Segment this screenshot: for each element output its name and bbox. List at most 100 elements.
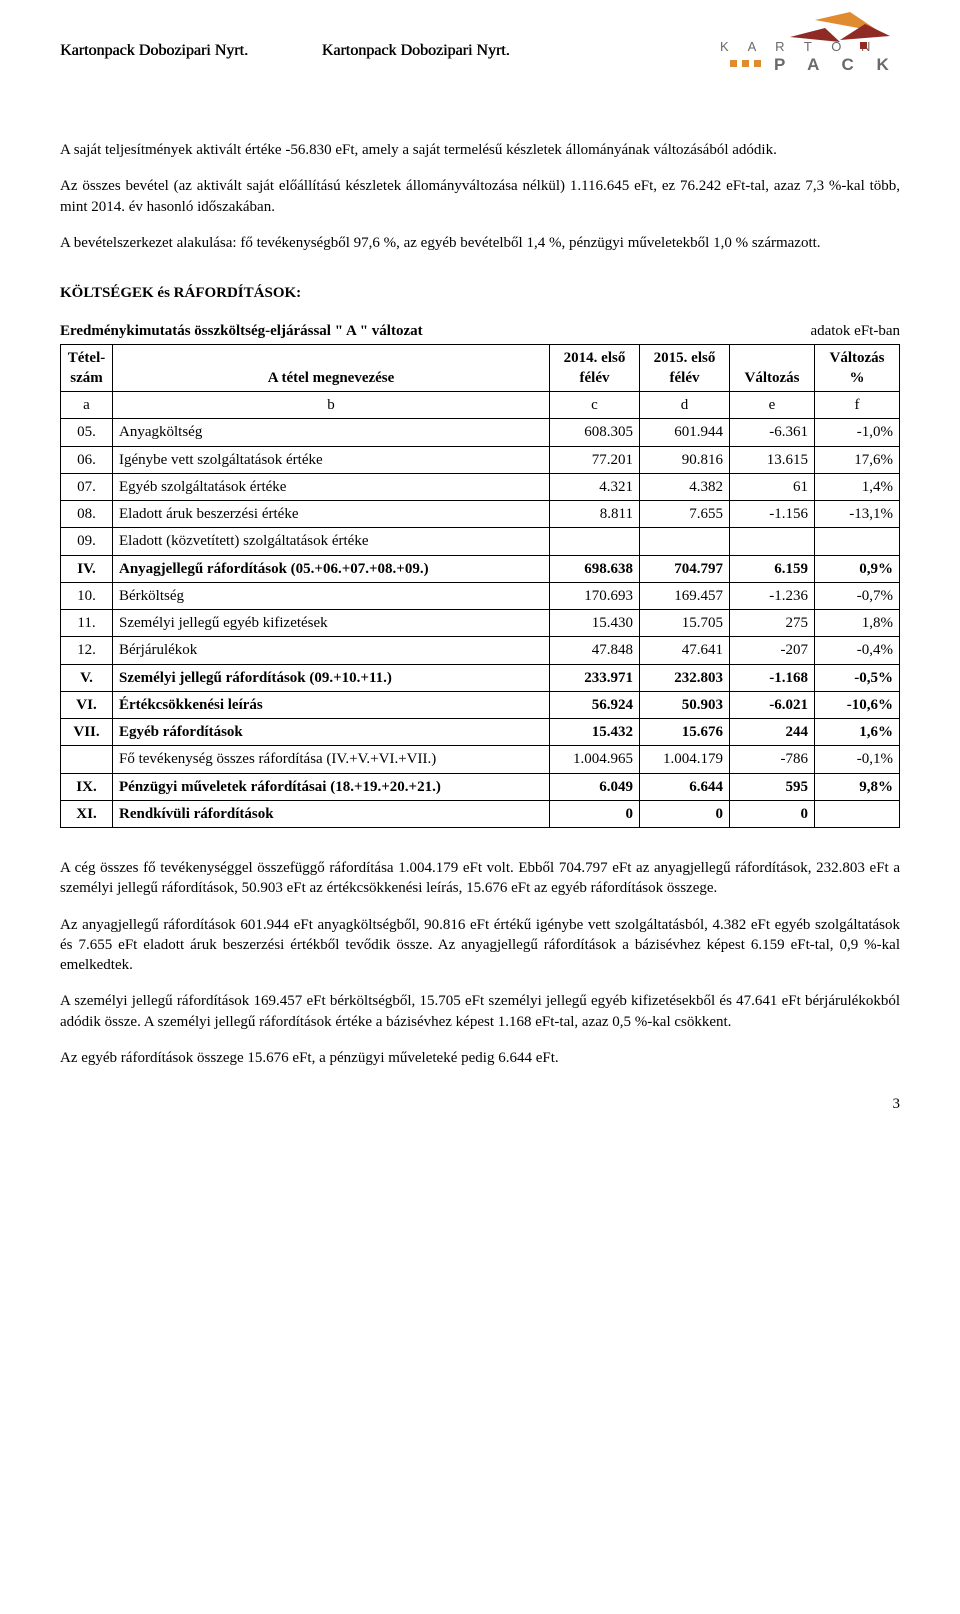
- page-header: Kartonpack Dobozipari Nyrt. Kartonpack D…: [60, 30, 900, 100]
- cell-e: 595: [730, 773, 815, 800]
- cell-c: 56.924: [550, 691, 640, 718]
- subheader-d: d: [640, 392, 730, 419]
- cell-b: Anyagköltség: [113, 419, 550, 446]
- cell-d: 0: [640, 800, 730, 827]
- cell-e: -6.361: [730, 419, 815, 446]
- cell-f: 1,4%: [815, 473, 900, 500]
- cell-f: [815, 528, 900, 555]
- cell-a: VII.: [61, 719, 113, 746]
- subheader-c: c: [550, 392, 640, 419]
- cell-f: -0,5%: [815, 664, 900, 691]
- subheader-b: b: [113, 392, 550, 419]
- cell-e: -1.168: [730, 664, 815, 691]
- cell-f: -13,1%: [815, 501, 900, 528]
- cell-a: 07.: [61, 473, 113, 500]
- cell-c: 15.432: [550, 719, 640, 746]
- table-row: 08.Eladott áruk beszerzési értéke8.8117.…: [61, 501, 900, 528]
- cell-d: 4.382: [640, 473, 730, 500]
- cell-d: 1.004.179: [640, 746, 730, 773]
- cell-e: [730, 528, 815, 555]
- table-row: 12.Bérjárulékok47.84847.641-207-0,4%: [61, 637, 900, 664]
- col-header-d: 2015. első félév: [640, 344, 730, 392]
- table-body: 05.Anyagköltség608.305601.944-6.361-1,0%…: [61, 419, 900, 828]
- cell-a: XI.: [61, 800, 113, 827]
- logo-dot-icon: [742, 60, 749, 67]
- cell-a: [61, 746, 113, 773]
- logo-text-top: K A R T O N: [720, 38, 878, 56]
- cell-a: 09.: [61, 528, 113, 555]
- paragraph-3: A bevételszerkezet alakulása: fő tevéken…: [60, 233, 900, 253]
- cell-a: VI.: [61, 691, 113, 718]
- footer-paragraph-2: Az anyagjellegű ráfordítások 601.944 eFt…: [60, 915, 900, 976]
- table-row: Fő tevékenység összes ráfordítása (IV.+V…: [61, 746, 900, 773]
- cell-b: Egyéb ráfordítások: [113, 719, 550, 746]
- col-header-b: A tétel megnevezése: [113, 344, 550, 392]
- table-row: IV.Anyagjellegű ráfordítások (05.+06.+07…: [61, 555, 900, 582]
- cell-a: 11.: [61, 610, 113, 637]
- table-row: VII.Egyéb ráfordítások15.43215.6762441,6…: [61, 719, 900, 746]
- cell-c: 8.811: [550, 501, 640, 528]
- cell-f: 1,8%: [815, 610, 900, 637]
- cell-a: 10.: [61, 582, 113, 609]
- table-subheader-row: a b c d e f: [61, 392, 900, 419]
- cell-d: [640, 528, 730, 555]
- cell-b: Fő tevékenység összes ráfordítása (IV.+V…: [113, 746, 550, 773]
- cell-b: Pénzügyi műveletek ráfordításai (18.+19.…: [113, 773, 550, 800]
- table-row: 11.Személyi jellegű egyéb kifizetések15.…: [61, 610, 900, 637]
- section-title: KÖLTSÉGEK és RÁFORDÍTÁSOK:: [60, 283, 900, 303]
- cell-f: -10,6%: [815, 691, 900, 718]
- cell-f: 1,6%: [815, 719, 900, 746]
- cell-e: 244: [730, 719, 815, 746]
- header-company-2: Kartonpack Dobozipari Nyrt.: [322, 40, 510, 62]
- cell-b: Rendkívüli ráfordítások: [113, 800, 550, 827]
- cell-d: 50.903: [640, 691, 730, 718]
- cell-e: 275: [730, 610, 815, 637]
- paragraph-1: A saját teljesítmények aktivált értéke -…: [60, 140, 900, 160]
- cell-e: 61: [730, 473, 815, 500]
- col-header-e: Változás: [730, 344, 815, 392]
- footer-paragraph-3: A személyi jellegű ráfordítások 169.457 …: [60, 991, 900, 1032]
- cell-c: 47.848: [550, 637, 640, 664]
- cell-d: 704.797: [640, 555, 730, 582]
- cell-a: 12.: [61, 637, 113, 664]
- table-row: 06.Igénybe vett szolgáltatások értéke77.…: [61, 446, 900, 473]
- cell-d: 47.641: [640, 637, 730, 664]
- table-row: 10.Bérköltség170.693169.457-1.236-0,7%: [61, 582, 900, 609]
- table-caption-left: Eredménykimutatás összköltség-eljárással…: [60, 321, 423, 341]
- cell-d: 15.676: [640, 719, 730, 746]
- table-row: V.Személyi jellegű ráfordítások (09.+10.…: [61, 664, 900, 691]
- logo-text-bottom: P A C K: [774, 54, 898, 77]
- cell-f: -0,7%: [815, 582, 900, 609]
- cell-f: -0,4%: [815, 637, 900, 664]
- cell-a: 05.: [61, 419, 113, 446]
- cell-b: Eladott áruk beszerzési értéke: [113, 501, 550, 528]
- cell-f: [815, 800, 900, 827]
- cell-e: -207: [730, 637, 815, 664]
- cell-c: 698.638: [550, 555, 640, 582]
- cell-e: 0: [730, 800, 815, 827]
- table-row: IX.Pénzügyi műveletek ráfordításai (18.+…: [61, 773, 900, 800]
- cell-c: 170.693: [550, 582, 640, 609]
- cell-b: Értékcsökkenési leírás: [113, 691, 550, 718]
- cell-a: V.: [61, 664, 113, 691]
- cell-c: 15.430: [550, 610, 640, 637]
- cell-c: 608.305: [550, 419, 640, 446]
- cell-d: 7.655: [640, 501, 730, 528]
- col-header-f: Változás %: [815, 344, 900, 392]
- cell-b: Bérköltség: [113, 582, 550, 609]
- cell-d: 90.816: [640, 446, 730, 473]
- cell-b: Egyéb szolgáltatások értéke: [113, 473, 550, 500]
- cell-d: 601.944: [640, 419, 730, 446]
- cell-b: Bérjárulékok: [113, 637, 550, 664]
- cell-f: 9,8%: [815, 773, 900, 800]
- cell-b: Eladott (közvetített) szolgáltatások ért…: [113, 528, 550, 555]
- cell-a: 08.: [61, 501, 113, 528]
- cell-d: 169.457: [640, 582, 730, 609]
- company-logo: K A R T O N P A C K: [720, 12, 900, 92]
- paragraph-2: Az összes bevétel (az aktivált saját elő…: [60, 176, 900, 217]
- header-company-1: Kartonpack Dobozipari Nyrt.: [60, 40, 248, 62]
- cell-a: IX.: [61, 773, 113, 800]
- subheader-e: e: [730, 392, 815, 419]
- subheader-a: a: [61, 392, 113, 419]
- cell-c: 1.004.965: [550, 746, 640, 773]
